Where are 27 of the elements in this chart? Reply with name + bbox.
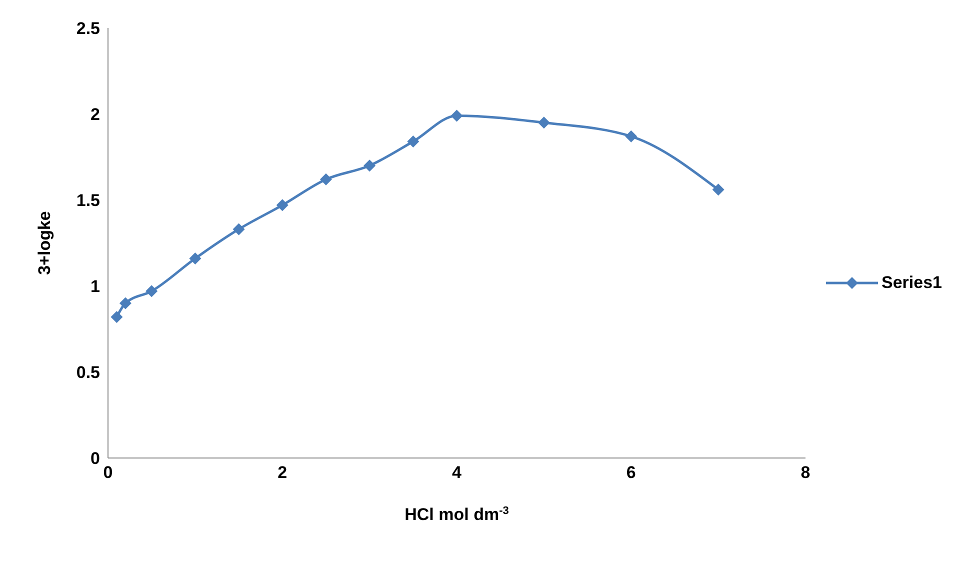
y-tick-label: 0 <box>90 449 100 468</box>
point <box>119 297 132 310</box>
point <box>625 130 638 142</box>
legend-label: Series1 <box>882 273 942 293</box>
y-tick-label: 2 <box>90 105 100 124</box>
point <box>146 285 158 298</box>
point <box>712 184 724 196</box>
x-tick-label: 4 <box>452 463 462 482</box>
point <box>232 223 245 236</box>
point <box>320 173 332 186</box>
y-axis-title: 3+logke <box>35 211 54 275</box>
x-tick-label: 0 <box>103 463 113 482</box>
x-tick-label: 2 <box>278 463 288 482</box>
y-tick-label: 1.5 <box>76 191 100 210</box>
point <box>364 160 376 172</box>
y-tick-label: 0.5 <box>76 363 100 382</box>
y-tick-label: 2.5 <box>76 19 100 38</box>
x-axis-title: HCl mol dm$^{-3}$ <box>404 505 509 524</box>
point <box>110 310 123 323</box>
x-tick-label: 8 <box>800 463 810 482</box>
point <box>189 252 202 264</box>
point <box>276 199 288 212</box>
point <box>538 116 550 129</box>
y-tick-label: 1 <box>90 277 100 296</box>
x-tick-label: 6 <box>626 463 636 482</box>
point <box>450 110 463 122</box>
point <box>407 136 420 148</box>
